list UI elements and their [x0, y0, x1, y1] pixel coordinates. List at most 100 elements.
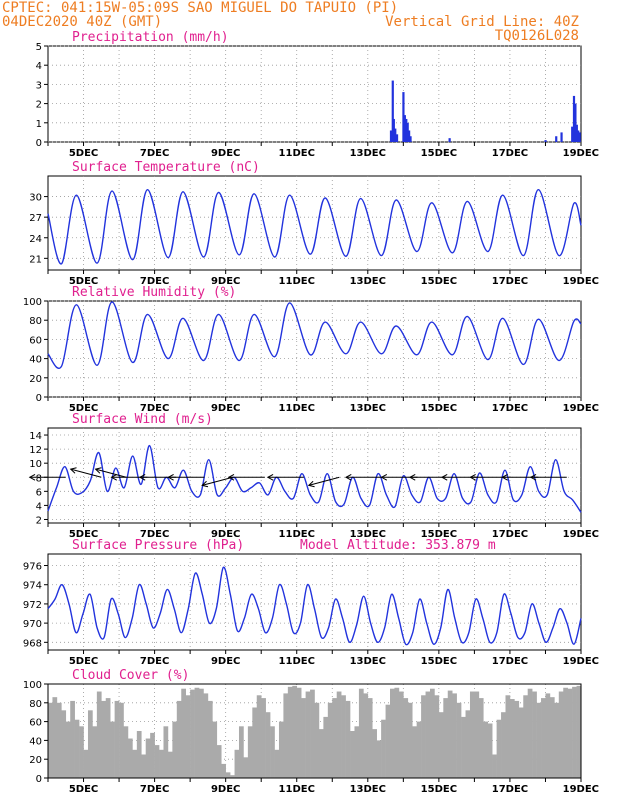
cloud-bar [207, 700, 213, 778]
cloud-bar [154, 745, 160, 778]
x-tick-label: 5DEC [69, 148, 98, 159]
wind-arrow-head [69, 467, 77, 474]
y-tick-label: 21 [29, 254, 42, 265]
y-tick-label: 40 [29, 355, 42, 366]
y-tick-label: 4 [36, 61, 42, 72]
y-tick-label: 40 [29, 736, 42, 747]
cloud-bar [185, 695, 191, 778]
panel-title: Precipitation (mm/h) [72, 30, 229, 45]
cloud-bar [474, 691, 480, 778]
y-tick-label: 5 [36, 42, 42, 53]
wind-arrow-head [94, 467, 102, 474]
cloud-bar [541, 698, 546, 778]
cloud-bar [247, 726, 253, 778]
y-tick-label: 970 [23, 619, 42, 630]
cloud-bar [447, 690, 453, 778]
wind-arrow-head [227, 473, 235, 481]
cloud-bar [310, 689, 315, 778]
y-tick-label: 6 [36, 487, 42, 498]
cloud-bar [101, 700, 107, 778]
cloud-bar [270, 726, 275, 778]
cloud-bar [434, 695, 440, 778]
y-tick-label: 8 [36, 473, 42, 484]
x-tick-label: 9DEC [211, 529, 240, 540]
cloud-bar [159, 749, 164, 778]
precip-bar [403, 115, 406, 142]
precip-bar [555, 136, 558, 142]
x-tick-label: 7DEC [140, 529, 169, 540]
cloud-bar [385, 704, 391, 778]
cloud-bar [394, 687, 400, 778]
cloud-bar [265, 712, 271, 778]
x-tick-label: 19DEC [563, 784, 599, 795]
y-tick-label: 20 [29, 755, 42, 766]
cloud-bar [478, 698, 484, 778]
cloud-bar [48, 702, 53, 778]
cloud-bar [114, 700, 120, 778]
cloud-bar [243, 757, 249, 778]
wind-arrow-head [469, 473, 476, 481]
wind-arrow [95, 468, 127, 478]
header-date: 04DEC2020 40Z (GMT) [2, 14, 162, 30]
cloud-bar [398, 691, 404, 778]
x-tick-label: 11DEC [279, 403, 315, 414]
x-tick-label: 17DEC [492, 529, 528, 540]
cloud-bar [345, 700, 351, 778]
cloud-bar [163, 726, 169, 778]
x-tick-label: 13DEC [350, 276, 386, 287]
y-tick-label: 60 [29, 335, 42, 346]
y-tick-label: 0 [36, 138, 42, 149]
x-tick-label: 5DEC [69, 784, 98, 795]
wind-arrow-head [138, 473, 146, 481]
cloud-bar [190, 689, 195, 778]
x-tick-label: 19DEC [563, 148, 599, 159]
cloud-bar [79, 726, 84, 778]
x-tick-label: 13DEC [350, 656, 386, 667]
y-tick-label: 974 [23, 581, 42, 592]
series-line [47, 444, 582, 513]
cloud-bar [261, 698, 266, 778]
cloud-bar [514, 700, 520, 778]
plot-frame [47, 427, 582, 524]
x-tick-label: 13DEC [350, 148, 386, 159]
cloud-bar [372, 729, 377, 778]
wind-arrow [70, 468, 102, 478]
x-tick-label: 17DEC [492, 276, 528, 287]
cloud-bar [456, 702, 462, 778]
wind-arrow-head [344, 473, 352, 481]
y-tick-label: 100 [23, 297, 42, 308]
cloud-bar [287, 686, 293, 778]
y-tick-label: 100 [23, 680, 42, 691]
cloud-bar [141, 754, 147, 778]
cloud-bar [501, 712, 506, 778]
cloud-bar [461, 716, 466, 778]
cloud-bar [145, 738, 151, 778]
cloud-bar [305, 691, 311, 778]
cloud-bar [563, 687, 568, 778]
cloud-bar [318, 729, 324, 778]
precip-bar [402, 92, 405, 142]
x-tick-label: 9DEC [211, 656, 240, 667]
y-tick-label: 976 [23, 562, 42, 573]
y-tick-label: 2 [36, 100, 42, 111]
x-tick-label: 5DEC [69, 656, 98, 667]
cloud-bar [505, 695, 511, 778]
x-tick-label: 9DEC [211, 276, 240, 287]
panel-annotation: Model Altitude: 353.879 m [300, 538, 496, 553]
cloud-bar [176, 700, 182, 778]
cloud-bar [301, 698, 306, 778]
cloud-bar [194, 687, 200, 778]
cloud-bar [523, 695, 528, 778]
precip-bar [391, 80, 394, 142]
cloud-bar [576, 685, 582, 778]
panel-title: Relative Humidity (%) [72, 285, 236, 300]
y-tick-label: 24 [29, 234, 42, 245]
y-tick-label: 10 [29, 459, 42, 470]
precip-bar [405, 118, 408, 142]
x-tick-label: 9DEC [211, 148, 240, 159]
cloud-bar [150, 732, 155, 778]
x-tick-label: 15DEC [421, 784, 457, 795]
cloud-bar [558, 691, 564, 778]
cloud-bar [390, 688, 395, 778]
